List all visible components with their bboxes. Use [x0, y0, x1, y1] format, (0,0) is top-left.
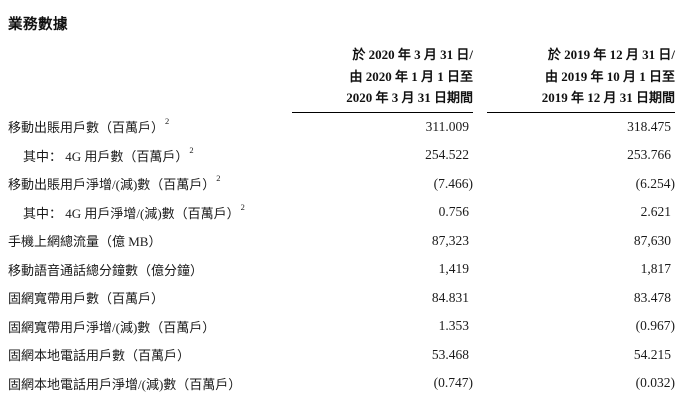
column-header-line: 2020 年 3 月 31 日期間	[346, 90, 473, 105]
table-header: 於 2020 年 3 月 31 日/ 由 2020 年 1 月 1 日至 202…	[8, 44, 675, 113]
row-label: 移動出賬用戶淨增/(減)數（百萬戶）2	[8, 173, 221, 193]
table-row: 固網寬帶用戶數（百萬戶） 84.831 83.478	[8, 284, 675, 313]
value-2019-q4: 87,630	[633, 232, 671, 248]
row-label: 其中： 4G 用戶淨增/(減)數（百萬戶）2	[23, 201, 245, 221]
table-row: 移動語音通話總分鐘數（億分鐘） 1,419 1,817	[8, 255, 675, 284]
column-header-line: 於 2019 年 12 月 31 日/	[547, 47, 675, 62]
table-row: 固網本地電話用戶淨增/(減)數（百萬戶） (0.747) (0.032)	[8, 369, 675, 398]
row-label: 固網本地電話用戶淨增/(減)數（百萬戶）	[8, 376, 242, 392]
table-row: 移動出賬用戶數（百萬戶）2 311.009 318.475	[8, 113, 675, 142]
footnote-ref: 2	[165, 116, 170, 127]
footnote-ref: 2	[189, 144, 194, 155]
column-header-line: 由 2020 年 1 月 1 日至	[349, 68, 473, 84]
table-body: 移動出賬用戶數（百萬戶）2 311.009 318.475 其中： 4G 用戶數（百萬…	[8, 113, 675, 398]
page-title: 業務數據	[8, 17, 68, 33]
value-2020-q1: 1.353	[438, 318, 469, 334]
row-label: 固網寬帶用戶數（百萬戶）	[8, 291, 165, 307]
footnote-ref: 2	[240, 201, 245, 212]
value-2020-q1: 311.009	[425, 118, 469, 134]
table-row: 其中： 4G 用戶數（百萬戶）2 254.522 253.766	[8, 141, 675, 170]
value-2019-q4: 253.766	[627, 147, 671, 163]
value-2020-q1: (0.747)	[433, 375, 473, 391]
row-label: 其中： 4G 用戶數（百萬戶）2	[23, 144, 194, 164]
row-label: 移動出賬用戶數（百萬戶）2	[8, 116, 170, 136]
column-header-line: 2019 年 12 月 31 日期間	[541, 90, 675, 105]
value-2020-q1: 254.522	[425, 147, 469, 163]
value-2020-q1: 84.831	[431, 289, 469, 305]
header-spacer	[8, 44, 278, 113]
table-row: 移動出賬用戶淨增/(減)數（百萬戶）2 (7.466) (6.254)	[8, 170, 675, 199]
value-2019-q4: 83.478	[633, 289, 671, 305]
value-2020-q1: 0.756	[438, 204, 469, 220]
value-2019-q4: (6.254)	[635, 175, 675, 191]
row-label: 固網本地電話用戶數（百萬戶）	[8, 348, 191, 364]
table-row: 手機上網總流量（億 MB） 87,323 87,630	[8, 227, 675, 256]
footnote-ref: 2	[216, 173, 221, 184]
column-header-2020-q1: 於 2020 年 3 月 31 日/ 由 2020 年 1 月 1 日至 202…	[292, 44, 473, 113]
value-2019-q4: 2.621	[640, 204, 671, 220]
value-2020-q1: 87,323	[431, 232, 469, 248]
value-2019-q4: 54.215	[633, 346, 671, 362]
table-row: 固網寬帶用戶淨增/(減)數（百萬戶） 1.353 (0.967)	[8, 312, 675, 341]
value-2019-q4: (0.967)	[635, 318, 675, 334]
value-2020-q1: 53.468	[431, 346, 469, 362]
column-header-line: 由 2019 年 10 月 1 日至	[544, 68, 675, 84]
value-2019-q4: 1,817	[640, 261, 671, 277]
row-label: 手機上網總流量（億 MB）	[8, 234, 162, 250]
value-2019-q4: 318.475	[627, 118, 671, 134]
table-row: 固網本地電話用戶數（百萬戶） 53.468 54.215	[8, 341, 675, 370]
business-data-table: 於 2020 年 3 月 31 日/ 由 2020 年 1 月 1 日至 202…	[8, 44, 675, 398]
column-header-line: 於 2020 年 3 月 31 日/	[352, 47, 473, 62]
value-2019-q4: (0.032)	[635, 375, 675, 391]
row-label: 固網寬帶用戶淨增/(減)數（百萬戶）	[8, 319, 216, 335]
value-2020-q1: 1,419	[438, 261, 469, 277]
value-2020-q1: (7.466)	[433, 175, 473, 191]
column-header-2019-q4: 於 2019 年 12 月 31 日/ 由 2019 年 10 月 1 日至 2…	[487, 44, 675, 113]
row-label: 移動語音通話總分鐘數（億分鐘）	[8, 262, 204, 278]
table-row: 其中： 4G 用戶淨增/(減)數（百萬戶）2 0.756 2.621	[8, 198, 675, 227]
